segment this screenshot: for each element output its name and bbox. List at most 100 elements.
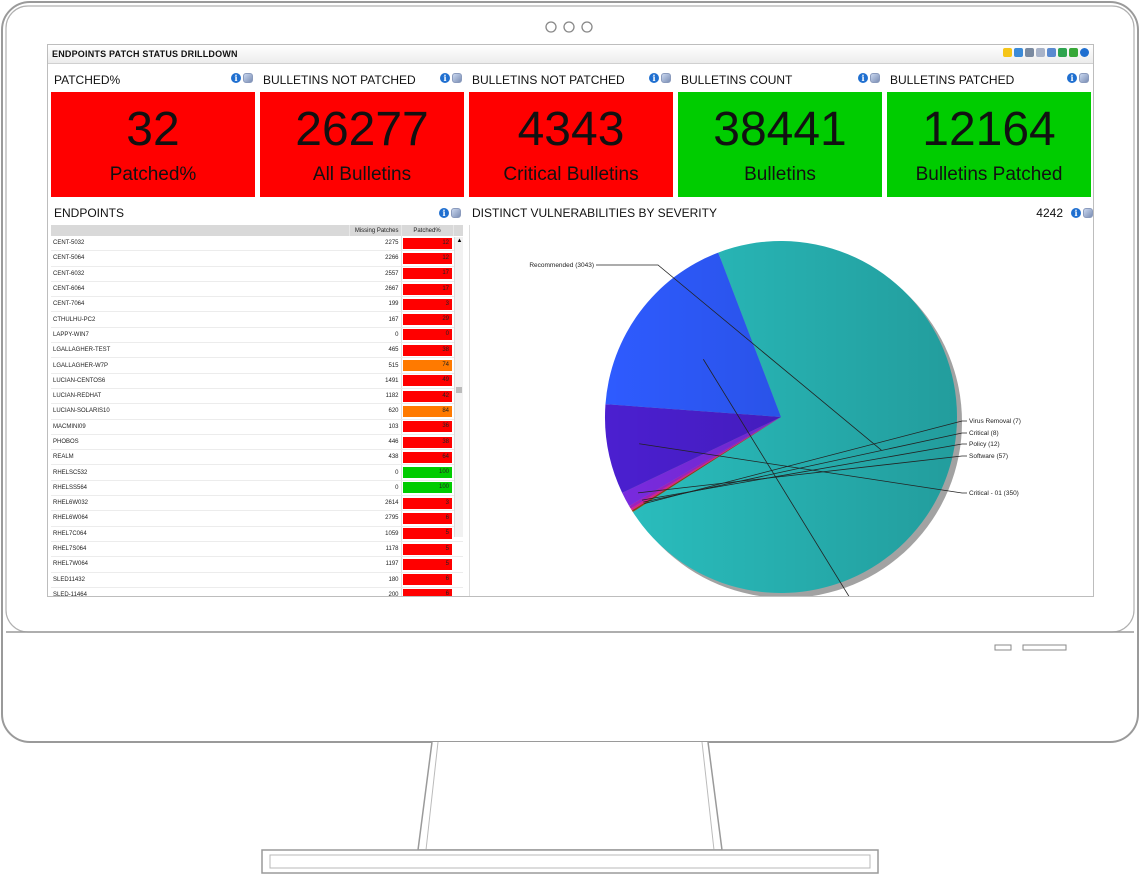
scroll-up-icon[interactable]: ▲ bbox=[456, 238, 463, 244]
severity-pie-chart[interactable]: Recommended (3043) Virus Removal (7) Criti… bbox=[470, 225, 1094, 597]
link-icon[interactable] bbox=[452, 73, 462, 83]
leader-line bbox=[702, 359, 850, 596]
table-row[interactable]: RHEL7S064 1178 5 bbox=[51, 541, 463, 558]
table-row[interactable]: CENT-5032 2275 12 bbox=[51, 236, 463, 252]
info-icon[interactable]: i bbox=[231, 73, 241, 83]
table-row[interactable]: SLED-11464 200 6 bbox=[51, 587, 463, 596]
patched-percent: 36 bbox=[402, 421, 452, 433]
kpi-sublabel: Critical Bulletins bbox=[503, 164, 639, 185]
leader-line bbox=[596, 264, 882, 451]
patched-percent: 17 bbox=[402, 268, 452, 280]
share-icon[interactable] bbox=[1069, 48, 1078, 57]
patched-percent: 12 bbox=[402, 237, 452, 249]
export-icon[interactable] bbox=[1058, 48, 1067, 57]
missing-patches: 2557 bbox=[349, 266, 402, 282]
patched-percent: 17 bbox=[402, 283, 452, 295]
table-row[interactable]: PHOBOS 446 38 bbox=[51, 434, 463, 451]
slice-label: Critical (8) bbox=[969, 430, 999, 437]
table-row[interactable]: CENT-6064 2667 17 bbox=[51, 281, 463, 298]
filter-icon[interactable] bbox=[1025, 48, 1034, 57]
patched-percent-cell: 17 bbox=[401, 266, 453, 282]
info-icon[interactable]: i bbox=[1067, 73, 1077, 83]
endpoint-name: RHELSS564 bbox=[51, 480, 349, 497]
kpi-sublabel: Bulletins Patched bbox=[915, 164, 1063, 185]
kpi-bulletins-patched[interactable]: BULLETINS PATCHED i 12164 Bulletins Patc… bbox=[887, 69, 1091, 197]
patched-percent-cell: 3 bbox=[401, 495, 453, 512]
table-row[interactable]: LAPPY-WIN7 0 0 bbox=[51, 327, 463, 344]
missing-patches: 1178 bbox=[349, 541, 402, 558]
kpi-tile: 12164 Bulletins Patched bbox=[887, 92, 1091, 197]
table-row[interactable]: LUCIAN-CENTOS6 1491 49 bbox=[51, 373, 463, 389]
link-icon[interactable] bbox=[243, 73, 253, 83]
missing-patches: 1491 bbox=[349, 373, 402, 389]
patched-percent-cell: 74 bbox=[401, 357, 453, 374]
table-row[interactable]: SLED11432 180 6 bbox=[51, 572, 463, 588]
link-icon[interactable] bbox=[1079, 73, 1089, 83]
endpoint-name: RHEL7W064 bbox=[51, 556, 349, 573]
table-row[interactable]: LUCIAN-REDHAT 1182 42 bbox=[51, 388, 463, 405]
endpoint-name: MACMINI09 bbox=[51, 419, 349, 435]
link-icon[interactable] bbox=[1036, 48, 1045, 57]
endpoint-name: RHEL6W032 bbox=[51, 495, 349, 512]
table-row[interactable]: RHELSC532 0 100 bbox=[51, 464, 463, 481]
info-icon[interactable] bbox=[1080, 48, 1089, 57]
dashboard-title: ENDPOINTS PATCH STATUS DRILLDOWN bbox=[52, 49, 238, 59]
missing-patches: 515 bbox=[349, 357, 402, 374]
table-row[interactable]: RHEL6W032 2614 3 bbox=[51, 495, 463, 512]
link-icon[interactable] bbox=[451, 208, 461, 218]
info-icon[interactable]: i bbox=[858, 73, 868, 83]
link-icon[interactable] bbox=[870, 73, 880, 83]
table-row[interactable]: REALM 438 64 bbox=[51, 449, 463, 466]
patched-percent-cell: 100 bbox=[401, 480, 453, 497]
table-row[interactable]: RHEL7C064 1059 5 bbox=[51, 526, 463, 542]
endpoint-name: LUCIAN-SOLARIS10 bbox=[51, 403, 349, 420]
panel-title: DISTINCT VULNERABILITIES BY SEVERITY bbox=[472, 206, 717, 220]
patched-percent-cell: 38 bbox=[401, 434, 453, 451]
calendar-icon[interactable] bbox=[1047, 48, 1056, 57]
missing-patches: 620 bbox=[349, 403, 402, 420]
link-icon[interactable] bbox=[661, 73, 671, 83]
table-scrollbar[interactable]: ▲ bbox=[454, 237, 463, 537]
table-row[interactable]: CTHULHU-PC2 167 29 bbox=[51, 311, 463, 328]
patched-percent-cell: 12 bbox=[401, 250, 453, 267]
table-row[interactable]: LGALLAGHER-TEST 465 38 bbox=[51, 342, 463, 359]
table-row[interactable]: LGALLAGHER-W7P 515 74 bbox=[51, 357, 463, 374]
endpoint-name: RHEL6W064 bbox=[51, 510, 349, 527]
table-row[interactable]: RHELSS564 0 100 bbox=[51, 480, 463, 497]
info-icon[interactable]: i bbox=[440, 73, 450, 83]
dashboard: ENDPOINTS PATCH STATUS DRILLDOWN PATCHED… bbox=[47, 44, 1094, 597]
missing-patches: 1197 bbox=[349, 556, 402, 573]
missing-patches: 465 bbox=[349, 342, 402, 359]
kpi-patched-percent[interactable]: PATCHED% i 32 Patched% bbox=[51, 69, 255, 197]
patched-percent: 12 bbox=[402, 252, 452, 264]
kpi-label: BULLETINS COUNT bbox=[681, 73, 793, 87]
column-header-name[interactable] bbox=[51, 225, 350, 236]
table-row[interactable]: RHEL6W064 2795 6 bbox=[51, 510, 463, 527]
table-row[interactable]: CENT-7064 199 3 bbox=[51, 296, 463, 313]
link-icon[interactable] bbox=[1083, 208, 1093, 218]
patched-percent: 29 bbox=[402, 314, 452, 326]
kpi-bulletins-count[interactable]: BULLETINS COUNT i 38441 Bulletins bbox=[678, 69, 882, 197]
patched-percent-cell: 17 bbox=[401, 281, 453, 298]
patched-percent: 3 bbox=[402, 497, 452, 509]
kpi-critical-bulletins[interactable]: BULLETINS NOT PATCHED i 4343 Critical Bu… bbox=[469, 69, 673, 197]
table-row[interactable]: CENT-6032 2557 17 bbox=[51, 266, 463, 282]
missing-patches: 167 bbox=[349, 311, 402, 328]
endpoint-name: REALM bbox=[51, 449, 349, 466]
info-icon[interactable]: i bbox=[1071, 208, 1081, 218]
star-icon[interactable] bbox=[1003, 48, 1012, 57]
kpi-all-bulletins[interactable]: BULLETINS NOT PATCHED i 26277 All Bullet… bbox=[260, 69, 464, 197]
endpoint-name: CENT-5064 bbox=[51, 250, 349, 267]
table-row[interactable]: MACMINI09 103 36 bbox=[51, 419, 463, 435]
info-icon[interactable]: i bbox=[439, 208, 449, 218]
column-header-patched[interactable]: Patched% bbox=[401, 225, 454, 236]
table-row[interactable]: RHEL7W064 1197 5 bbox=[51, 556, 463, 573]
refresh-icon[interactable] bbox=[1014, 48, 1023, 57]
column-header-missing[interactable]: Missing Patches bbox=[349, 225, 402, 236]
info-icon[interactable]: i bbox=[649, 73, 659, 83]
table-row[interactable]: CENT-5064 2266 12 bbox=[51, 250, 463, 267]
scroll-thumb[interactable] bbox=[456, 387, 462, 393]
leader-line bbox=[641, 443, 967, 501]
table-row[interactable]: LUCIAN-SOLARIS10 620 84 bbox=[51, 403, 463, 420]
patched-percent: 64 bbox=[402, 451, 452, 463]
